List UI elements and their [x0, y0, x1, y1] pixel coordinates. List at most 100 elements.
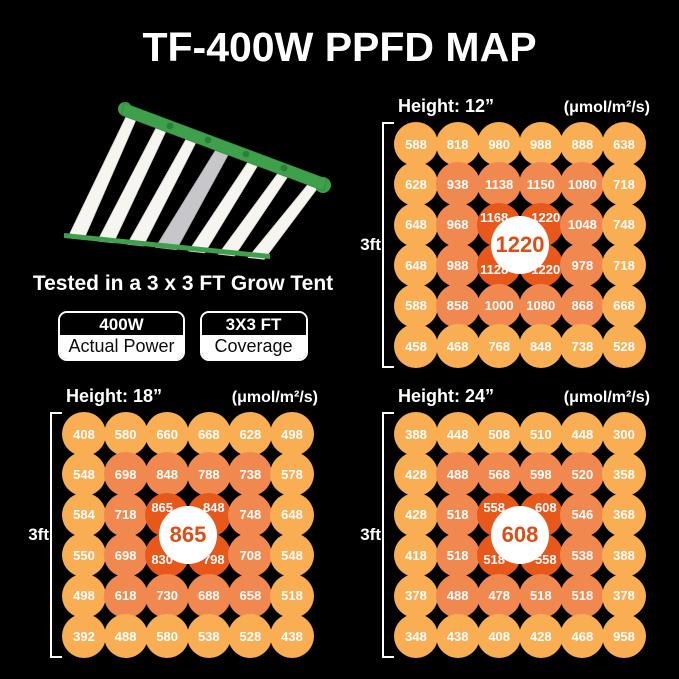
grow-light-image [64, 102, 331, 260]
hanger-knob [204, 136, 212, 144]
ppfd-cell: 488 [435, 573, 480, 618]
ppfd-cell: 528 [602, 324, 646, 368]
axis-length-label: 3ft [360, 525, 381, 544]
ppfd-cell: 448 [560, 412, 605, 456]
ppfd-cell: 978 [560, 243, 605, 288]
map-units-label: (μmol/m²/s) [563, 389, 650, 406]
ppfd-cell: 448 [435, 412, 480, 456]
axis-bracket [50, 412, 62, 658]
ppfd-cell: 748 [228, 492, 273, 537]
ppfd-cell: 648 [394, 243, 438, 288]
ppfd-cell: 378 [602, 573, 646, 618]
ppfd-cell: 358 [602, 452, 646, 497]
map-header: Height: 24” (μmol/m²/s) [352, 386, 650, 407]
ppfd-cell: 1080 [560, 162, 605, 207]
ppfd-map-18in: Height: 18” (μmol/m²/s) 3ft 408 580 660 668… [20, 386, 318, 658]
ppfd-cell: 988 [518, 122, 563, 166]
center-max-circle: 865 [159, 506, 217, 564]
ppfd-cell: 584 [62, 492, 106, 537]
led-bar [67, 109, 140, 240]
badge-power-value: 400W [60, 313, 183, 335]
ppfd-cell: 708 [228, 533, 273, 578]
ppfd-cell: 488 [435, 452, 480, 497]
ppfd-cell: 468 [560, 614, 605, 658]
ppfd-cell: 1138 [477, 162, 522, 207]
ppfd-cell: 518 [560, 573, 605, 618]
ppfd-cell: 580 [103, 412, 148, 456]
ppfd-cell: 388 [394, 412, 438, 456]
ppfd-cell: 438 [435, 614, 480, 658]
ppfd-cell: 348 [394, 614, 438, 658]
ppfd-cell: 1000 [477, 283, 522, 328]
map-body: 3ft 588 818 980 988 888 638 628 938 1138 1150 1080… [352, 122, 650, 368]
ppfd-cell: 748 [602, 202, 646, 247]
ppfd-cell: 938 [435, 162, 480, 207]
ppfd-cell: 658 [228, 573, 273, 618]
ppfd-cell: 858 [435, 283, 480, 328]
ppfd-cell: 648 [394, 202, 438, 247]
ppfd-cell: 428 [394, 452, 438, 497]
map-body: 3ft 388 448 508 510 448 300 428 488 568 598 520 358… [352, 412, 650, 658]
ppfd-cell: 498 [270, 412, 314, 456]
map-axis: 3ft [352, 122, 394, 368]
ppfd-cell: 428 [518, 614, 563, 658]
ppfd-cell: 438 [270, 614, 314, 658]
ppfd-cell: 668 [186, 412, 231, 456]
ppfd-cell: 988 [435, 243, 480, 288]
frame-spine [118, 102, 331, 193]
ppfd-cell: 392 [62, 614, 106, 658]
badge-coverage: 3X3 FT Coverage [199, 311, 308, 361]
ppfd-cell: 548 [270, 533, 314, 578]
ppfd-cell: 738 [228, 452, 273, 497]
ppfd-cell: 688 [186, 573, 231, 618]
ppfd-cell: 408 [477, 614, 522, 658]
hanger-knob [280, 164, 288, 172]
ppfd-cell: 518 [270, 573, 314, 618]
ppfd-cell: 1080 [518, 283, 563, 328]
ppfd-cell: 568 [477, 452, 522, 497]
frame-bottom-rail [64, 233, 270, 259]
ppfd-cell: 788 [186, 452, 231, 497]
ppfd-cell: 546 [560, 492, 605, 537]
ppfd-cell: 518 [435, 533, 480, 578]
ppfd-cell: 1048 [560, 202, 605, 247]
map-axis: 3ft [20, 412, 62, 658]
ppfd-cell: 510 [518, 412, 563, 456]
axis-length-label: 3ft [28, 525, 49, 544]
ppfd-cell: 968 [435, 202, 480, 247]
ppfd-cell: 848 [145, 452, 190, 497]
ppfd-cell: 1150 [518, 162, 563, 207]
ppfd-cell: 368 [602, 492, 646, 537]
badges: 400W Actual Power 3X3 FT Coverage [14, 311, 352, 361]
ppfd-cell: 768 [477, 324, 522, 368]
ppfd-cell: 648 [270, 492, 314, 537]
ppfd-cell: 508 [477, 412, 522, 456]
ppfd-cell: 718 [602, 243, 646, 288]
ppfd-cell: 578 [270, 452, 314, 497]
ppfd-cell: 478 [477, 573, 522, 618]
map-height-label: Height: 18” [66, 386, 163, 406]
page-title: TF-400W PPFD MAP [142, 24, 537, 70]
ppfd-cell: 378 [394, 573, 438, 618]
map-height-label: Height: 12” [398, 96, 495, 116]
ppfd-cell: 598 [518, 452, 563, 497]
ppfd-cell: 388 [602, 533, 646, 578]
center-max-value: 608 [501, 522, 539, 547]
ppfd-cell: 730 [145, 573, 190, 618]
ppfd-cell: 580 [145, 614, 190, 658]
center-max-value: 1220 [495, 232, 545, 257]
hanger-knob [166, 122, 174, 130]
ppfd-grid: 388 448 508 510 448 300 428 488 568 598 520 358 428 5… [394, 412, 647, 658]
led-bars [67, 109, 322, 260]
ppfd-cell: 538 [186, 614, 231, 658]
ppfd-grid: 408 580 660 668 628 498 548 698 848 788 738 578 584 7… [62, 412, 315, 658]
ppfd-cell: 660 [145, 412, 190, 456]
ppfd-cell: 628 [228, 412, 273, 456]
ppfd-cell: 980 [477, 122, 522, 166]
center-max-value: 865 [169, 522, 207, 547]
axis-bracket [382, 122, 394, 368]
ppfd-cell: 300 [602, 412, 646, 456]
ppfd-grid: 588 818 980 988 888 638 628 938 1138 1150 1080 718 6… [394, 122, 647, 368]
map-body: 3ft 408 580 660 668 628 498 548 698 848 788 738 578… [20, 412, 318, 658]
